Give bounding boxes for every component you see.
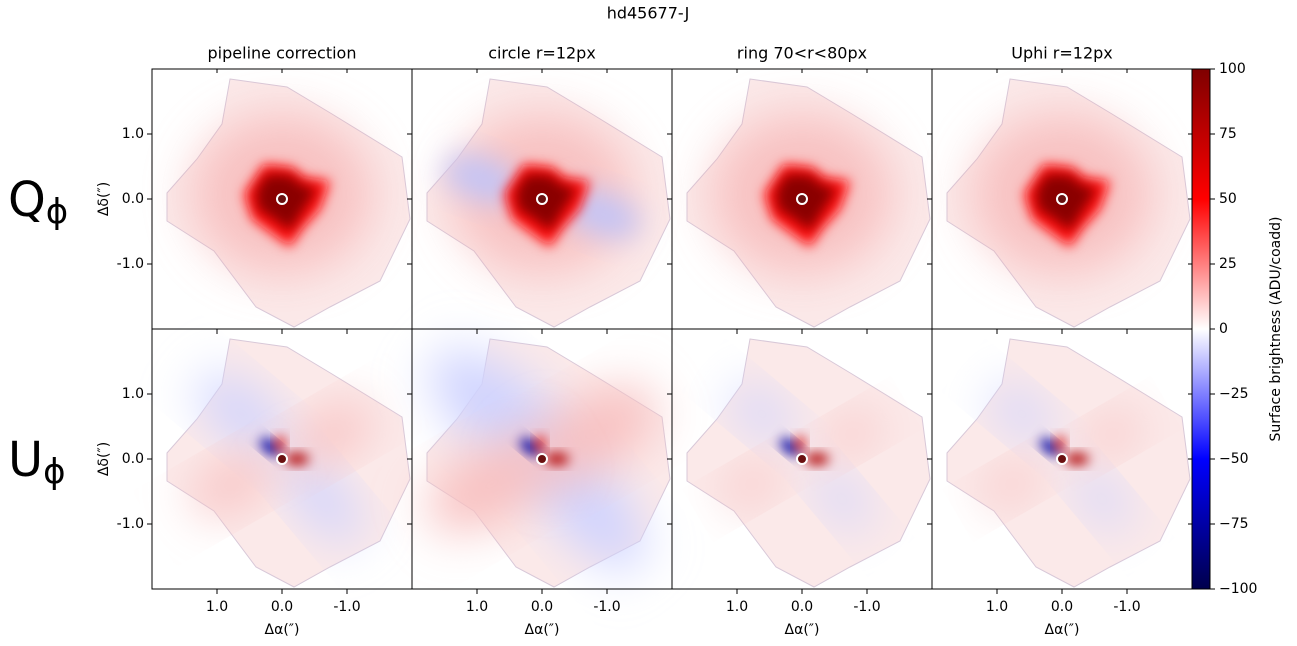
x-tick-label: 1.0 [726, 599, 748, 615]
core-pos [545, 453, 569, 465]
mask-ring [276, 453, 288, 465]
pos-lobe [983, 463, 1041, 505]
x-axis-label: Δα(″) [265, 622, 300, 638]
y-tick-label: 0.0 [122, 191, 144, 207]
colorbar-tick-label: 0 [1219, 321, 1228, 337]
neg-lobe [730, 385, 794, 443]
neg-lobe [196, 373, 288, 455]
y-axis-label: Δδ(″) [96, 182, 112, 216]
neg-lobe [563, 189, 641, 239]
x-tick-label: 0.0 [271, 599, 293, 615]
image-panel [411, 68, 673, 330]
neg-lobe [282, 454, 362, 544]
colorbar-tick-label: 75 [1219, 126, 1237, 142]
image-panel [151, 328, 413, 590]
neg-lobe [990, 385, 1054, 443]
x-axis-label: Δα(″) [525, 622, 560, 638]
row-label-text: Q [8, 172, 46, 228]
mask-ring [276, 193, 288, 205]
image-panel [671, 328, 933, 590]
row-label-subscript: ϕ [46, 192, 68, 232]
pos-lobe [723, 463, 781, 505]
core-pos [1055, 436, 1065, 452]
y-tick-label: -1.0 [117, 256, 144, 272]
core-pos [535, 436, 545, 452]
neg-lobe [443, 154, 521, 204]
pos-lobe [427, 436, 557, 532]
colorbar-tick-label: −75 [1219, 516, 1249, 532]
x-tick-label: 0.0 [1051, 599, 1073, 615]
y-axis-label: Δδ(″) [96, 442, 112, 476]
panels [151, 68, 1193, 590]
colorbar [1191, 68, 1211, 590]
x-axis-label: Δα(″) [1045, 622, 1080, 638]
colorbar-tick-label: 25 [1219, 256, 1237, 272]
core-neg [260, 438, 280, 456]
core-neg [520, 438, 540, 456]
core-pos [805, 453, 829, 465]
colorbar-tick-label: −50 [1219, 451, 1249, 467]
core-pos [795, 436, 805, 452]
column-title: pipeline correction [208, 44, 357, 63]
x-tick-label: -1.0 [1113, 599, 1140, 615]
x-tick-label: -1.0 [853, 599, 880, 615]
image-panel [931, 68, 1193, 330]
image-panel [931, 328, 1193, 590]
image-panel [411, 328, 673, 590]
y-tick-label: 1.0 [122, 386, 144, 402]
image-panel [151, 68, 413, 330]
colorbar-tick-label: −25 [1219, 386, 1249, 402]
x-tick-label: 0.0 [791, 599, 813, 615]
x-tick-label: 0.0 [531, 599, 553, 615]
y-tick-label: 0.0 [122, 451, 144, 467]
pos-lobe [191, 454, 273, 514]
core-neg [780, 438, 800, 456]
x-tick-label: 1.0 [466, 599, 488, 615]
y-tick-label: 1.0 [122, 126, 144, 142]
x-tick-label: -1.0 [333, 599, 360, 615]
x-axis-label: Δα(″) [785, 622, 820, 638]
column-title: Uphi r=12px [1011, 44, 1113, 63]
y-tick-label: -1.0 [117, 516, 144, 532]
pos-lobe [823, 413, 881, 455]
mask-ring [796, 453, 808, 465]
row-label-text: U [8, 432, 43, 488]
core-pos [275, 436, 285, 452]
mask-ring [1056, 453, 1068, 465]
x-tick-label: 1.0 [206, 599, 228, 615]
pos-lobe [291, 404, 373, 464]
mask-ring [536, 453, 548, 465]
colorbar-label: Surface brightness (ADU/coadd) [1268, 217, 1284, 442]
neg-lobe [1074, 467, 1130, 531]
x-tick-label: 1.0 [986, 599, 1008, 615]
colorbar-tick-label: 50 [1219, 191, 1237, 207]
neg-lobe [814, 467, 870, 531]
figure-title: hd45677-J [607, 4, 690, 23]
row-label: Uϕ [8, 432, 66, 492]
column-title: circle r=12px [488, 44, 596, 63]
core-pos [1065, 453, 1089, 465]
row-label-subscript: ϕ [43, 452, 65, 492]
colorbar-tick-label: −100 [1219, 581, 1257, 597]
mask-ring [536, 193, 548, 205]
image-panel [671, 68, 933, 330]
pos-lobe [1083, 413, 1141, 455]
core-pos [285, 453, 309, 465]
mask-ring [1056, 193, 1068, 205]
row-label: Qϕ [8, 172, 68, 232]
core-neg [1040, 438, 1060, 456]
colorbar-tick-label: 100 [1219, 61, 1246, 77]
mask-ring [796, 193, 808, 205]
column-title: ring 70<r<80px [737, 44, 867, 63]
x-tick-label: -1.0 [593, 599, 620, 615]
